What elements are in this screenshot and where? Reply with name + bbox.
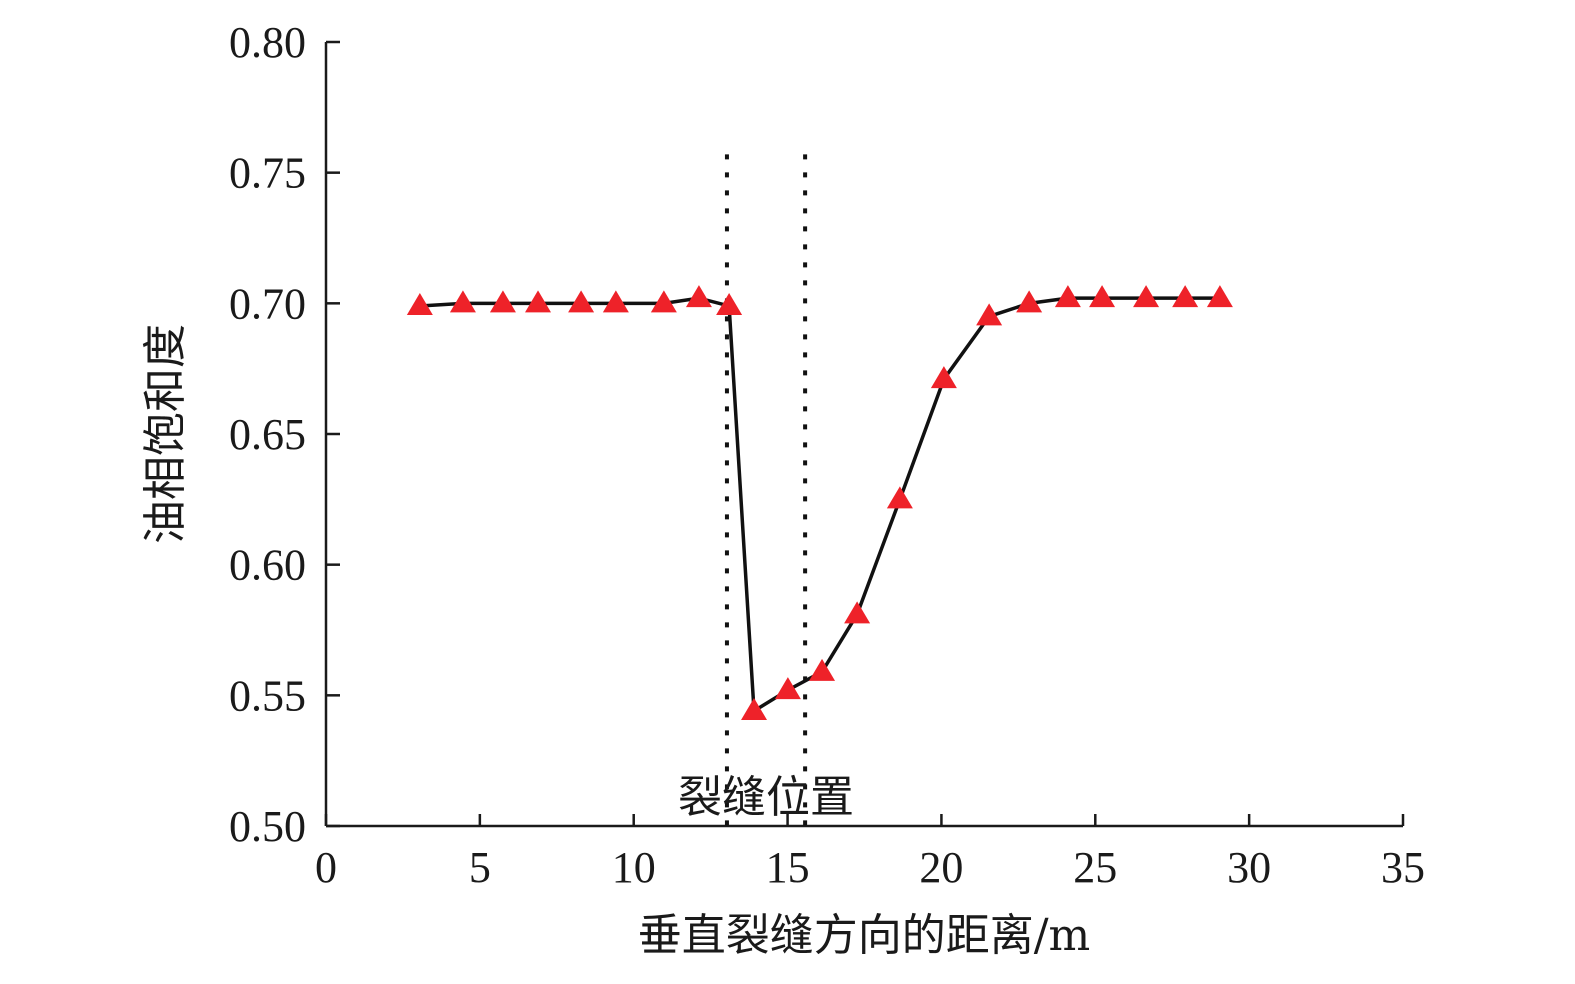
y-axis-label: 油相饱和度 — [140, 324, 191, 544]
data-point-triangle — [650, 290, 677, 313]
y-tick-label: 0.70 — [229, 279, 306, 328]
data-point-triangle — [685, 285, 712, 308]
data-point-triangle — [774, 677, 801, 700]
x-tick-label: 0 — [315, 843, 337, 892]
series — [406, 285, 1233, 721]
data-point-triangle — [741, 698, 768, 721]
x-tick-label: 20 — [919, 843, 963, 892]
x-tick-label: 25 — [1073, 843, 1117, 892]
fracture-lines — [724, 154, 808, 826]
data-point-triangle — [602, 290, 629, 313]
y-tick-label: 0.55 — [229, 671, 306, 720]
x-tick-label: 30 — [1227, 843, 1271, 892]
y-tick-label: 0.60 — [229, 541, 306, 590]
data-point-triangle — [886, 486, 913, 509]
x-tick-label: 35 — [1381, 843, 1425, 892]
data-point-triangle — [976, 303, 1003, 326]
x-axis-label: 垂直裂缝方向的距离/m — [638, 910, 1091, 961]
fracture-label: 裂缝位置 — [678, 772, 854, 823]
data-point-triangle — [809, 658, 836, 681]
data-point-triangle — [489, 290, 516, 313]
axes — [324, 40, 1405, 828]
data-point-triangle — [1172, 285, 1199, 308]
data-point-triangle — [449, 290, 476, 313]
tick-labels: 0 5 10 15 20 25 30 35 0.50 0.55 0.60 0.65 0.70 0.75 0.… — [229, 18, 1425, 892]
data-point-triangle — [406, 292, 433, 315]
x-tick-label: 15 — [766, 843, 810, 892]
series-line — [419, 296, 1220, 715]
y-tick-label: 0.50 — [229, 802, 306, 851]
data-point-triangle — [1016, 290, 1043, 313]
data-point-triangle — [1054, 285, 1081, 308]
y-tick-label: 0.80 — [229, 18, 306, 67]
data-point-triangle — [1089, 285, 1116, 308]
data-point-triangle — [568, 290, 595, 313]
data-point-triangle — [844, 601, 871, 624]
data-point-triangle — [716, 292, 743, 315]
x-tick-label: 10 — [612, 843, 656, 892]
data-point-triangle — [1206, 285, 1233, 308]
x-tick-label: 5 — [469, 843, 491, 892]
data-point-triangle — [930, 366, 957, 389]
y-tick-label: 0.75 — [229, 149, 306, 198]
y-tick-label: 0.65 — [229, 410, 306, 459]
data-point-triangle — [1133, 285, 1160, 308]
data-point-triangle — [525, 290, 552, 313]
